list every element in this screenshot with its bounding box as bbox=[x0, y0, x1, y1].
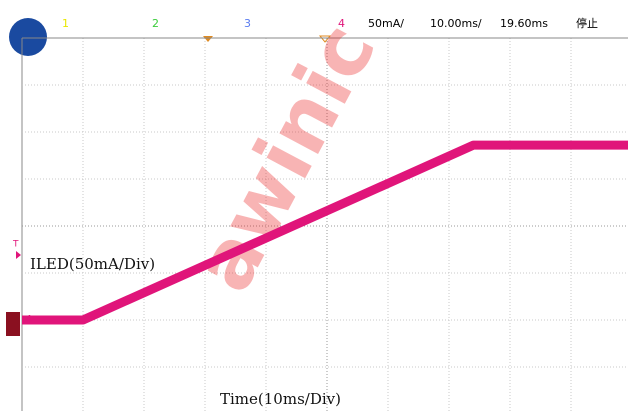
channel-label: 2 bbox=[152, 17, 159, 30]
status: 停止 bbox=[576, 16, 598, 30]
timebase: 10.00ms/ bbox=[430, 17, 482, 30]
channel-label: 3 bbox=[244, 17, 251, 30]
channel-marker: 4 bbox=[25, 313, 32, 326]
logo bbox=[9, 18, 47, 56]
scale: 50mA/ bbox=[368, 17, 404, 30]
waveform bbox=[22, 140, 628, 325]
trigger-arrow bbox=[16, 251, 21, 259]
delay: 19.60ms bbox=[500, 17, 548, 30]
channel-label: 4 bbox=[338, 17, 345, 30]
channel-label: 1 bbox=[62, 17, 69, 30]
ground-marker-box bbox=[6, 312, 20, 336]
trigger-marker: T bbox=[12, 240, 19, 250]
x-axis-label: Time(10ms/Div) bbox=[220, 390, 341, 408]
y-axis-label: ILED(50mA/Div) bbox=[30, 255, 155, 273]
